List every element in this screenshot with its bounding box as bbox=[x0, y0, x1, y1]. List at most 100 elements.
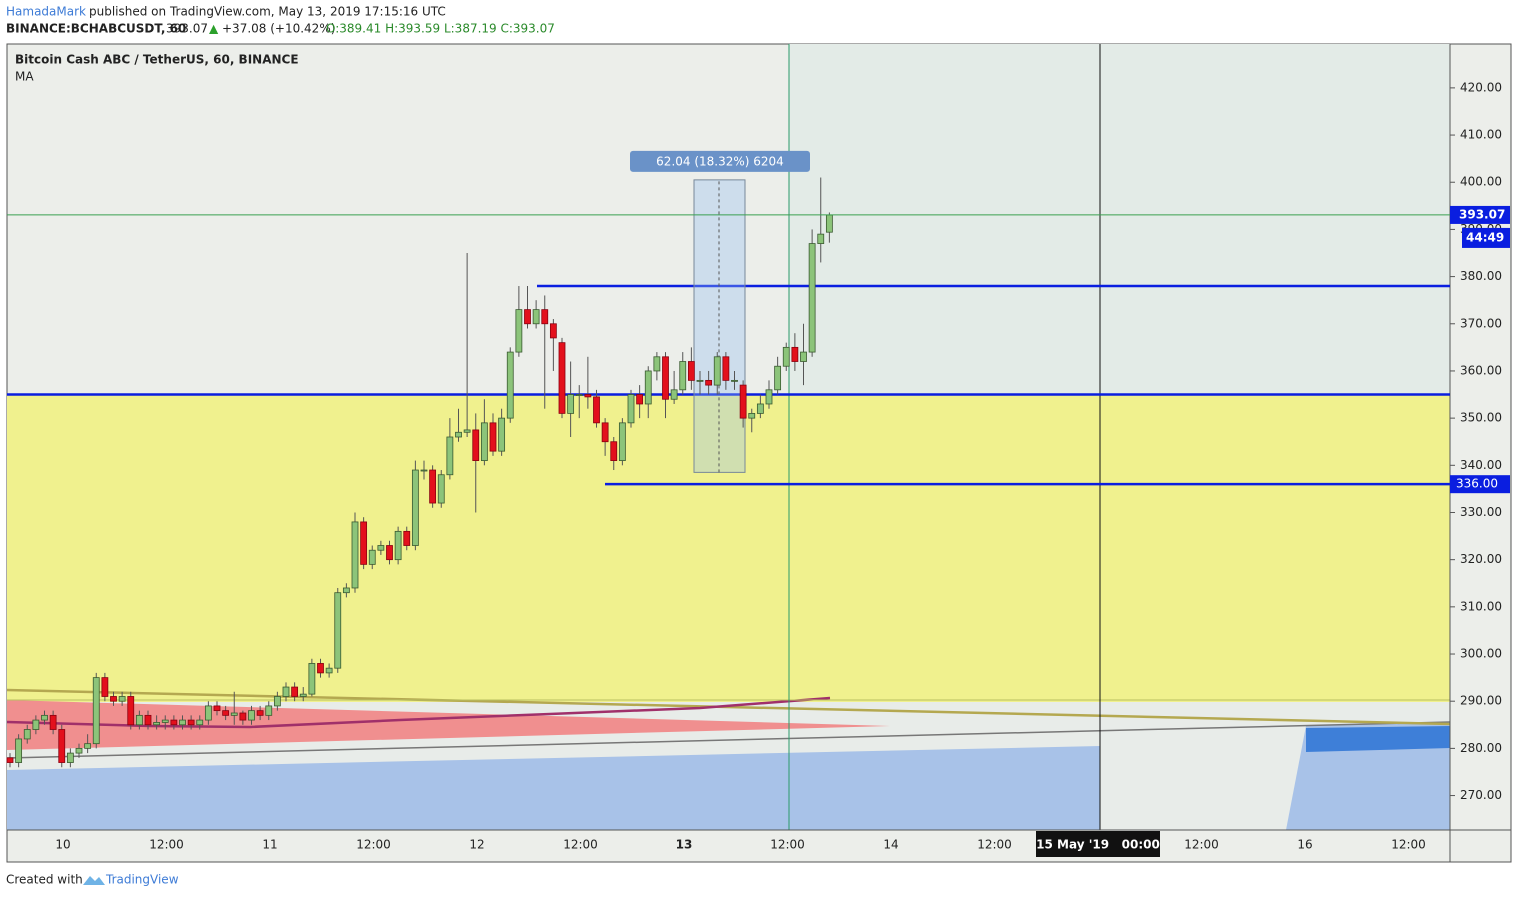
candle-body bbox=[334, 592, 342, 669]
candle-body bbox=[360, 521, 368, 565]
x-tick-label: 12:00 bbox=[977, 838, 1012, 852]
candle-body bbox=[342, 587, 350, 594]
change: +37.08 (+10.42%) bbox=[222, 22, 335, 36]
x-tick-label: 12:00 bbox=[770, 838, 805, 852]
candle-body bbox=[299, 693, 307, 697]
footer-brand[interactable]: TradingView bbox=[105, 873, 179, 887]
y-tick-label: 340.00 bbox=[1460, 458, 1502, 472]
candle-body bbox=[498, 417, 506, 452]
x-tick-label: 10 bbox=[55, 838, 70, 852]
zone-right bbox=[789, 44, 1450, 394]
y-tick-label: 400.00 bbox=[1460, 175, 1502, 189]
candle-body bbox=[610, 441, 618, 461]
candle-body bbox=[325, 667, 333, 674]
candle-body bbox=[239, 712, 247, 721]
candle-body bbox=[687, 361, 695, 381]
candle-body bbox=[765, 389, 773, 405]
x-tick-label: 14 bbox=[883, 838, 898, 852]
x-tick-label: 13 bbox=[676, 838, 693, 852]
candle-body bbox=[567, 394, 575, 414]
candle-body bbox=[463, 429, 471, 433]
candle-body bbox=[213, 705, 221, 712]
candle-body bbox=[480, 422, 488, 461]
legend-title: Bitcoin Cash ABC / TetherUS, 60, BINANCE bbox=[15, 53, 299, 67]
candle-body bbox=[489, 422, 497, 452]
candle-body bbox=[662, 356, 669, 400]
candle-body bbox=[273, 696, 281, 707]
candle-body bbox=[627, 394, 635, 424]
arrow: ▲ bbox=[209, 22, 219, 36]
zone-blue bbox=[7, 746, 1100, 830]
candle-body bbox=[256, 710, 264, 716]
zone-blue-3 bbox=[1306, 726, 1450, 752]
x-tick-label: 12:00 bbox=[1391, 838, 1426, 852]
x-tick-label: 12:00 bbox=[1184, 838, 1219, 852]
candle-body bbox=[144, 714, 152, 726]
author[interactable]: HamadaMark bbox=[6, 5, 86, 19]
y-tick-label: 300.00 bbox=[1460, 647, 1502, 661]
candle-body bbox=[411, 469, 419, 546]
candle-body bbox=[696, 379, 704, 382]
measure-label: 62.04 (18.32%) 6204 bbox=[656, 154, 784, 168]
candle-body bbox=[403, 530, 411, 546]
candle-body bbox=[222, 710, 230, 716]
candle-body bbox=[368, 549, 376, 565]
candle-body bbox=[808, 243, 816, 353]
candle-body bbox=[549, 323, 557, 339]
candle-body bbox=[446, 436, 454, 476]
candle-body bbox=[782, 346, 790, 367]
candle-body bbox=[739, 384, 747, 419]
x-tick-label: 12:00 bbox=[563, 838, 598, 852]
candle-body bbox=[593, 396, 600, 424]
candle-body bbox=[679, 361, 687, 391]
candle-body bbox=[127, 696, 135, 726]
candle-body bbox=[58, 729, 66, 763]
level-label-box bbox=[1450, 475, 1510, 494]
candle-body bbox=[653, 356, 661, 372]
y-tick-label: 320.00 bbox=[1460, 552, 1502, 566]
candle-body bbox=[825, 214, 833, 233]
price: 393.07 bbox=[166, 22, 208, 36]
candle-body bbox=[15, 738, 23, 763]
candle-body bbox=[248, 710, 255, 721]
candle-body bbox=[472, 429, 480, 461]
candle-body bbox=[532, 309, 540, 325]
y-tick-label: 280.00 bbox=[1460, 741, 1502, 755]
measure-label-box bbox=[630, 150, 810, 172]
candle-body bbox=[584, 394, 592, 398]
candle-body bbox=[437, 474, 445, 504]
symbol: BINANCE:BCHABCUSDT, 60 bbox=[6, 22, 186, 36]
countdown-box bbox=[1462, 227, 1510, 248]
last-price-label: 393.07 bbox=[1459, 207, 1505, 221]
candle-body bbox=[196, 719, 204, 726]
candle-body bbox=[558, 342, 566, 414]
tv-logo bbox=[83, 876, 105, 885]
candle-body bbox=[670, 389, 678, 400]
candle-body bbox=[644, 370, 652, 405]
y-tick-label: 350.00 bbox=[1460, 411, 1502, 425]
candle-body bbox=[135, 714, 143, 726]
candle-body bbox=[601, 422, 609, 443]
candle-body bbox=[575, 394, 583, 396]
x-tick-label: 12 bbox=[469, 838, 484, 852]
candle-body bbox=[618, 422, 626, 461]
countdown-label: 44:49 bbox=[1466, 230, 1504, 244]
x-tick-label: 12:00 bbox=[149, 838, 184, 852]
x-cursor-box bbox=[1036, 831, 1160, 857]
x-tick-label: 15 May '19 00:00 bbox=[1036, 838, 1160, 852]
level-label: 336.00 bbox=[1456, 477, 1498, 491]
candle-body bbox=[636, 394, 644, 405]
candle-body bbox=[204, 705, 212, 721]
candle-body bbox=[506, 351, 514, 419]
candle-body bbox=[524, 309, 531, 325]
candle-body bbox=[41, 714, 48, 721]
candle-body bbox=[705, 379, 713, 386]
candle-body bbox=[291, 686, 299, 697]
candle-body bbox=[23, 729, 31, 740]
candle-body bbox=[455, 431, 462, 438]
candle-body bbox=[84, 743, 92, 749]
candle-body bbox=[817, 233, 825, 244]
y-tick-label: 330.00 bbox=[1460, 505, 1502, 519]
y-tick-label: 420.00 bbox=[1460, 80, 1502, 94]
candle-body bbox=[386, 545, 393, 561]
